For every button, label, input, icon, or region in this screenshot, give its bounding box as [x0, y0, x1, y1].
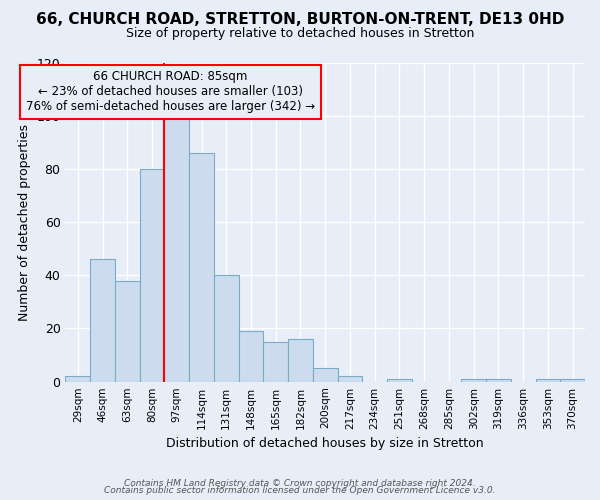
Bar	[461, 379, 486, 382]
Bar	[288, 339, 313, 382]
Bar	[90, 260, 115, 382]
Bar	[486, 379, 511, 382]
Bar	[164, 116, 189, 382]
Bar	[338, 376, 362, 382]
X-axis label: Distribution of detached houses by size in Stretton: Distribution of detached houses by size …	[166, 437, 484, 450]
Bar	[560, 379, 585, 382]
Bar	[313, 368, 338, 382]
Bar	[65, 376, 90, 382]
Text: 66, CHURCH ROAD, STRETTON, BURTON-ON-TRENT, DE13 0HD: 66, CHURCH ROAD, STRETTON, BURTON-ON-TRE…	[36, 12, 564, 28]
Bar	[536, 379, 560, 382]
Bar	[214, 276, 239, 382]
Text: Contains public sector information licensed under the Open Government Licence v3: Contains public sector information licen…	[104, 486, 496, 495]
Bar	[115, 280, 140, 382]
Text: Size of property relative to detached houses in Stretton: Size of property relative to detached ho…	[126, 28, 474, 40]
Bar	[140, 169, 164, 382]
Bar	[387, 379, 412, 382]
Text: Contains HM Land Registry data © Crown copyright and database right 2024.: Contains HM Land Registry data © Crown c…	[124, 478, 476, 488]
Text: 66 CHURCH ROAD: 85sqm
← 23% of detached houses are smaller (103)
76% of semi-det: 66 CHURCH ROAD: 85sqm ← 23% of detached …	[26, 70, 315, 114]
Bar	[239, 331, 263, 382]
Y-axis label: Number of detached properties: Number of detached properties	[18, 124, 31, 320]
Bar	[189, 153, 214, 382]
Bar	[263, 342, 288, 382]
